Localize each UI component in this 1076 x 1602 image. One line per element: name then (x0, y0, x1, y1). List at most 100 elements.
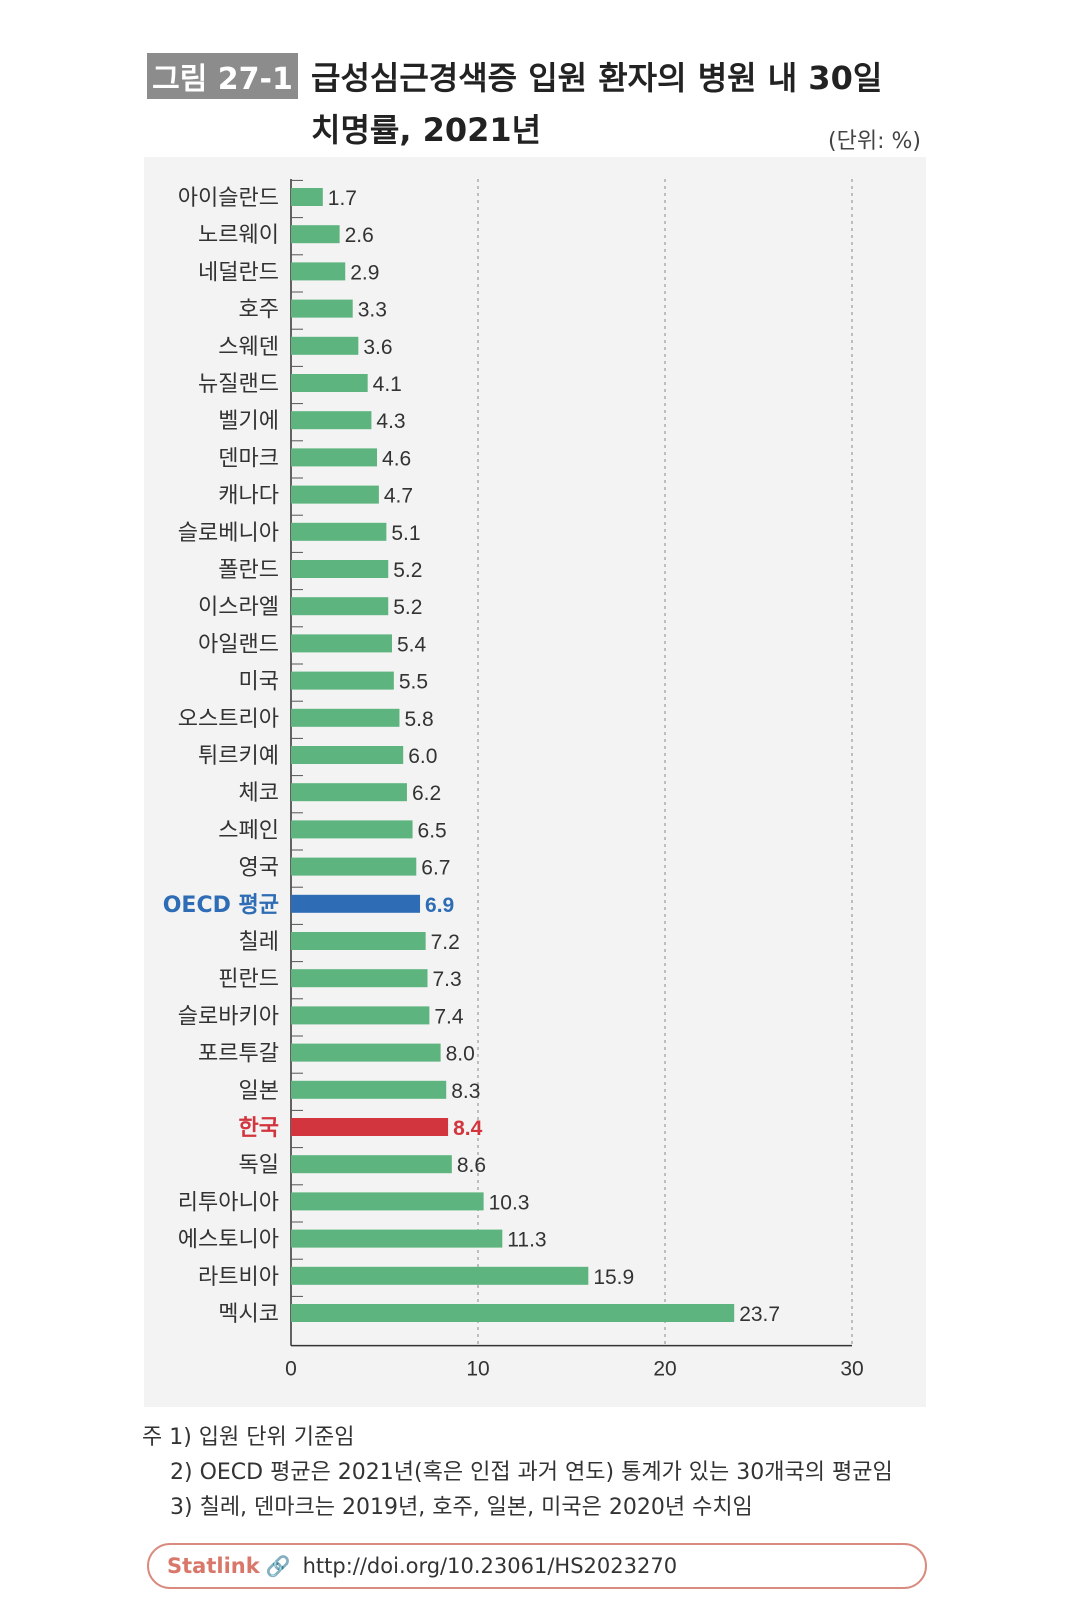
value-label: 10.3 (489, 1191, 530, 1214)
bar (291, 783, 407, 802)
statlink-brand: Statlink (167, 1554, 260, 1578)
value-label: 5.4 (397, 633, 427, 656)
category-label: 포르투갈 (198, 1042, 279, 1067)
category-label: 리투아니아 (178, 1190, 279, 1215)
value-label: 8.6 (457, 1154, 486, 1177)
category-label: 체코 (239, 781, 279, 806)
bar (291, 411, 372, 430)
bar (291, 894, 421, 913)
category-label: 미국 (239, 670, 279, 695)
bar (291, 671, 394, 690)
category-label: 칠레 (239, 930, 279, 955)
bar (291, 225, 340, 244)
x-tick-label: 30 (840, 1358, 863, 1381)
category-label: 뉴질랜드 (198, 372, 279, 397)
note-1: 주 1) 입원 단위 기준임 (142, 1425, 355, 1450)
note-3: 3) 칠레, 덴마크는 2019년, 호주, 일본, 미국은 2020년 수치임 (170, 1495, 753, 1520)
value-label: 3.3 (358, 299, 387, 322)
category-label: 네덜란드 (198, 260, 279, 285)
value-label: 5.2 (393, 596, 422, 619)
bar (291, 634, 392, 653)
value-label: 7.3 (433, 968, 462, 991)
category-label: 일본 (239, 1079, 279, 1104)
category-label: 벨기에 (218, 409, 279, 434)
bar (291, 299, 353, 318)
value-label: 5.8 (404, 708, 433, 731)
bar (291, 969, 428, 988)
statlink-box[interactable]: Statlink 🔗 http://doi.org/10.23061/HS202… (147, 1543, 927, 1589)
value-label: 7.4 (434, 1005, 464, 1028)
category-label: 노르웨이 (198, 223, 279, 248)
category-label: 폴란드 (218, 558, 279, 583)
figure-title-line2: 치명률, 2021년 (311, 111, 542, 149)
value-label: 6.2 (412, 782, 441, 805)
category-label: 라트비아 (198, 1265, 279, 1290)
link-icon: 🔗 (265, 1554, 291, 1578)
value-label: 8.3 (451, 1080, 480, 1103)
x-tick-label: 0 (285, 1358, 297, 1381)
bar (291, 708, 400, 727)
x-tick-label: 20 (653, 1358, 676, 1381)
value-label: 7.2 (431, 931, 460, 954)
bar (291, 597, 389, 616)
category-label: 독일 (239, 1153, 279, 1178)
bar (291, 1304, 735, 1322)
value-label: 6.0 (408, 745, 437, 768)
value-label: 23.7 (739, 1303, 780, 1326)
value-label: 2.6 (345, 224, 374, 247)
category-label: 튀르키예 (198, 744, 279, 769)
notes: 주 1) 입원 단위 기준임 2) OECD 평균은 2021년(혹은 인접 과… (142, 1420, 893, 1525)
category-label: 핀란드 (218, 967, 279, 992)
category-label: 아일랜드 (198, 632, 279, 657)
bar (291, 1043, 441, 1062)
value-label: 6.7 (421, 857, 450, 880)
value-label: 1.7 (328, 187, 357, 210)
value-label: 2.9 (350, 261, 379, 284)
bar (291, 448, 378, 467)
value-label: 11.3 (507, 1229, 546, 1252)
value-label: 8.4 (453, 1117, 483, 1140)
category-label: 오스트리아 (178, 707, 279, 732)
bar (291, 1118, 449, 1136)
bar (291, 1080, 447, 1099)
bar (291, 1266, 589, 1285)
bar (291, 1006, 430, 1025)
unit-label: (단위: %) (828, 129, 921, 154)
figure-title-line1: 급성심근경색증 입원 환자의 병원 내 30일 (311, 59, 883, 97)
value-label: 5.1 (391, 522, 420, 545)
category-label: 영국 (239, 856, 279, 881)
value-label: 6.5 (418, 819, 447, 842)
value-label: 4.3 (376, 410, 405, 433)
bar (291, 522, 387, 541)
bar (291, 857, 417, 876)
statlink-url[interactable]: http://doi.org/10.23061/HS2023270 (302, 1554, 678, 1578)
category-label: 멕시코 (218, 1302, 279, 1327)
value-label: 4.7 (384, 485, 413, 508)
category-label: 스페인 (218, 818, 279, 843)
bar-chart: 0 10 20 30 아이슬란드 1.7 노르웨이 2.6 네덜란드 2.9 호주 3.3 스웨덴 3.6… (163, 179, 864, 1381)
category-label: 호주 (239, 298, 279, 323)
figure-badge: 그림 27-1 (147, 53, 298, 99)
bar (291, 188, 323, 206)
bar (291, 1155, 452, 1174)
chart-panel: 0 10 20 30 아이슬란드 1.7 노르웨이 2.6 네덜란드 2.9 호주 3.3 스웨덴 3.6… (144, 157, 926, 1407)
category-label: 캐나다 (218, 484, 279, 509)
bar (291, 336, 359, 355)
value-label: 4.6 (382, 447, 411, 470)
bar (291, 746, 404, 764)
category-label: 슬로베니아 (178, 521, 279, 546)
category-label: 덴마크 (218, 446, 279, 471)
bar (291, 1229, 503, 1248)
category-label: 한국 (239, 1116, 279, 1141)
value-label: 8.0 (446, 1043, 475, 1066)
bar (291, 820, 413, 839)
category-label: OECD 평균 (163, 893, 279, 918)
bar (291, 374, 368, 392)
value-label: 15.9 (593, 1266, 634, 1289)
category-label: 슬로바키아 (178, 1004, 279, 1029)
category-label: 아이슬란드 (178, 186, 279, 211)
category-label: 이스라엘 (198, 595, 279, 620)
category-label: 에스토니아 (178, 1228, 279, 1253)
x-tick-label: 10 (466, 1358, 489, 1381)
bar (291, 262, 346, 281)
